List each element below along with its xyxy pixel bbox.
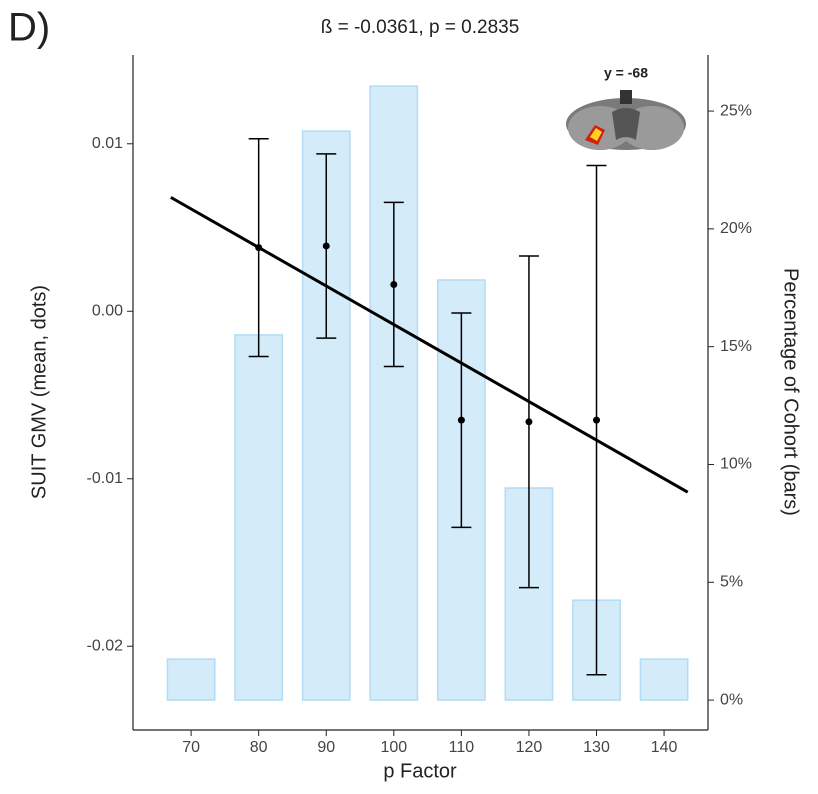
y2-axis-title: Percentage of Cohort (bars) xyxy=(780,268,802,516)
y-tick-label: -0.01 xyxy=(87,470,124,487)
x-tick-label: 100 xyxy=(380,739,407,756)
mean-dot xyxy=(458,417,465,424)
y-tick-label: 0.00 xyxy=(92,302,123,319)
y2-tick-label: 25% xyxy=(720,102,752,119)
plot-area: 70 80 90 100 110 120 130 140 -0.02 -0.01 0.00 0.01 0… xyxy=(87,55,753,756)
y2-tick-label: 5% xyxy=(720,573,743,590)
y2-tick-label: 15% xyxy=(720,338,752,355)
inset-label: y = -68 xyxy=(604,65,648,81)
mean-dot xyxy=(323,242,330,249)
brain-inset: y = -68 xyxy=(566,65,686,150)
x-axis-title: p Factor xyxy=(383,760,457,782)
bar xyxy=(370,86,417,700)
y-axis-title: SUIT GMV (mean, dots) xyxy=(28,285,50,499)
panel-label: D) xyxy=(8,6,50,50)
bar xyxy=(640,659,687,700)
x-tick-label: 110 xyxy=(449,739,475,756)
y2-tick-label: 20% xyxy=(720,220,752,237)
y2-tick-label: 10% xyxy=(720,456,752,473)
y2-tick-label: 0% xyxy=(720,691,743,708)
chart: D) ß = -0.0361, p = 0.2835 p Factor SUIT… xyxy=(0,0,818,789)
y-tick-label: -0.02 xyxy=(87,637,124,654)
chart-title: ß = -0.0361, p = 0.2835 xyxy=(321,17,520,38)
mean-dot xyxy=(593,417,600,424)
x-tick-label: 140 xyxy=(651,739,678,756)
mean-dot xyxy=(525,418,532,425)
mean-dot xyxy=(390,281,397,288)
bar xyxy=(167,659,214,700)
x-tick-label: 70 xyxy=(182,739,200,756)
y-tick-label: 0.01 xyxy=(92,135,123,152)
x-tick-label: 80 xyxy=(250,739,268,756)
bar xyxy=(235,335,282,700)
x-tick-label: 120 xyxy=(516,739,543,756)
x-tick-label: 90 xyxy=(317,739,335,756)
x-tick-label: 130 xyxy=(583,739,610,756)
